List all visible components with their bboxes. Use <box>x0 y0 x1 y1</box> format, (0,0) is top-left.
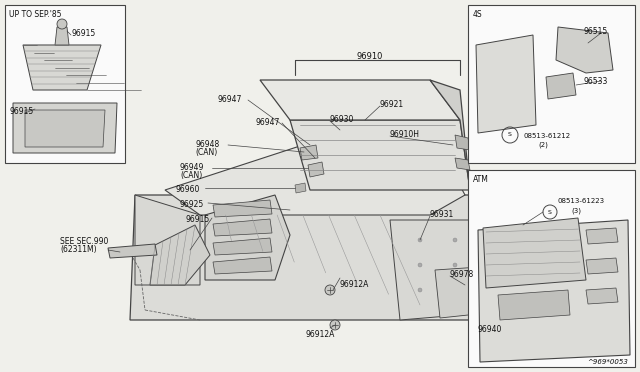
Text: 4S: 4S <box>473 10 483 19</box>
Text: (62311M): (62311M) <box>60 245 97 254</box>
Text: 96947: 96947 <box>255 118 280 127</box>
Polygon shape <box>435 265 515 318</box>
Polygon shape <box>498 290 570 320</box>
Polygon shape <box>308 162 324 177</box>
Circle shape <box>453 263 457 267</box>
Text: 96978: 96978 <box>450 270 474 279</box>
Text: 96915: 96915 <box>185 215 209 224</box>
Polygon shape <box>165 115 465 215</box>
Text: 08513-61212: 08513-61212 <box>523 133 570 139</box>
Polygon shape <box>55 27 69 45</box>
Text: 96915: 96915 <box>71 29 95 38</box>
Polygon shape <box>586 228 618 244</box>
Text: 96949: 96949 <box>180 163 204 172</box>
Polygon shape <box>300 145 318 160</box>
Text: ATM: ATM <box>473 175 489 184</box>
Polygon shape <box>430 80 470 190</box>
Text: SEE SEC.990: SEE SEC.990 <box>60 237 108 246</box>
Text: 96912A: 96912A <box>305 330 335 339</box>
Bar <box>5 5 125 163</box>
Polygon shape <box>108 244 157 258</box>
Circle shape <box>488 288 492 292</box>
Polygon shape <box>130 195 510 320</box>
Circle shape <box>453 288 457 292</box>
Polygon shape <box>476 35 536 133</box>
Polygon shape <box>556 27 613 73</box>
Polygon shape <box>295 183 306 193</box>
Polygon shape <box>478 220 630 362</box>
Text: (2): (2) <box>538 142 548 148</box>
Bar <box>468 170 635 367</box>
Text: 96940: 96940 <box>478 325 502 334</box>
Polygon shape <box>213 219 272 236</box>
Text: 96931: 96931 <box>430 210 454 219</box>
Polygon shape <box>213 200 272 217</box>
Circle shape <box>418 288 422 292</box>
Text: 96533: 96533 <box>584 77 608 86</box>
Polygon shape <box>213 238 272 255</box>
Polygon shape <box>213 257 272 274</box>
Polygon shape <box>483 218 586 288</box>
Polygon shape <box>135 195 200 285</box>
Polygon shape <box>13 103 117 153</box>
Polygon shape <box>25 110 105 147</box>
Text: 96910H: 96910H <box>390 130 420 139</box>
Polygon shape <box>390 220 520 320</box>
Text: 96948: 96948 <box>195 140 220 149</box>
Polygon shape <box>150 225 210 285</box>
Circle shape <box>325 285 335 295</box>
Circle shape <box>57 19 67 29</box>
Text: 96930: 96930 <box>330 115 355 124</box>
Circle shape <box>488 263 492 267</box>
Text: (3): (3) <box>571 208 581 215</box>
Polygon shape <box>455 135 470 150</box>
Polygon shape <box>546 73 576 99</box>
Text: 96921: 96921 <box>380 100 404 109</box>
Text: 96915: 96915 <box>9 107 33 116</box>
Text: 96960: 96960 <box>175 185 200 194</box>
Polygon shape <box>290 120 470 190</box>
Text: 96515: 96515 <box>584 27 608 36</box>
Text: 96910: 96910 <box>357 52 383 61</box>
Bar <box>468 5 635 163</box>
Text: 08513-61223: 08513-61223 <box>558 198 605 204</box>
Polygon shape <box>586 258 618 274</box>
Polygon shape <box>260 80 460 120</box>
Polygon shape <box>455 158 470 170</box>
Circle shape <box>453 238 457 242</box>
Text: 96947: 96947 <box>218 95 243 104</box>
Text: 96925: 96925 <box>180 200 204 209</box>
Text: S: S <box>508 132 512 138</box>
Text: 96912A: 96912A <box>340 280 369 289</box>
Circle shape <box>330 320 340 330</box>
Text: (CAN): (CAN) <box>195 148 217 157</box>
Polygon shape <box>23 45 101 90</box>
Polygon shape <box>586 288 618 304</box>
Text: UP TO SEP.'85: UP TO SEP.'85 <box>9 10 61 19</box>
Text: (CAN): (CAN) <box>180 171 202 180</box>
Polygon shape <box>205 195 290 280</box>
Text: S: S <box>548 209 552 215</box>
Circle shape <box>488 238 492 242</box>
Text: ^969*0053: ^969*0053 <box>587 359 628 365</box>
Circle shape <box>418 263 422 267</box>
Circle shape <box>418 238 422 242</box>
